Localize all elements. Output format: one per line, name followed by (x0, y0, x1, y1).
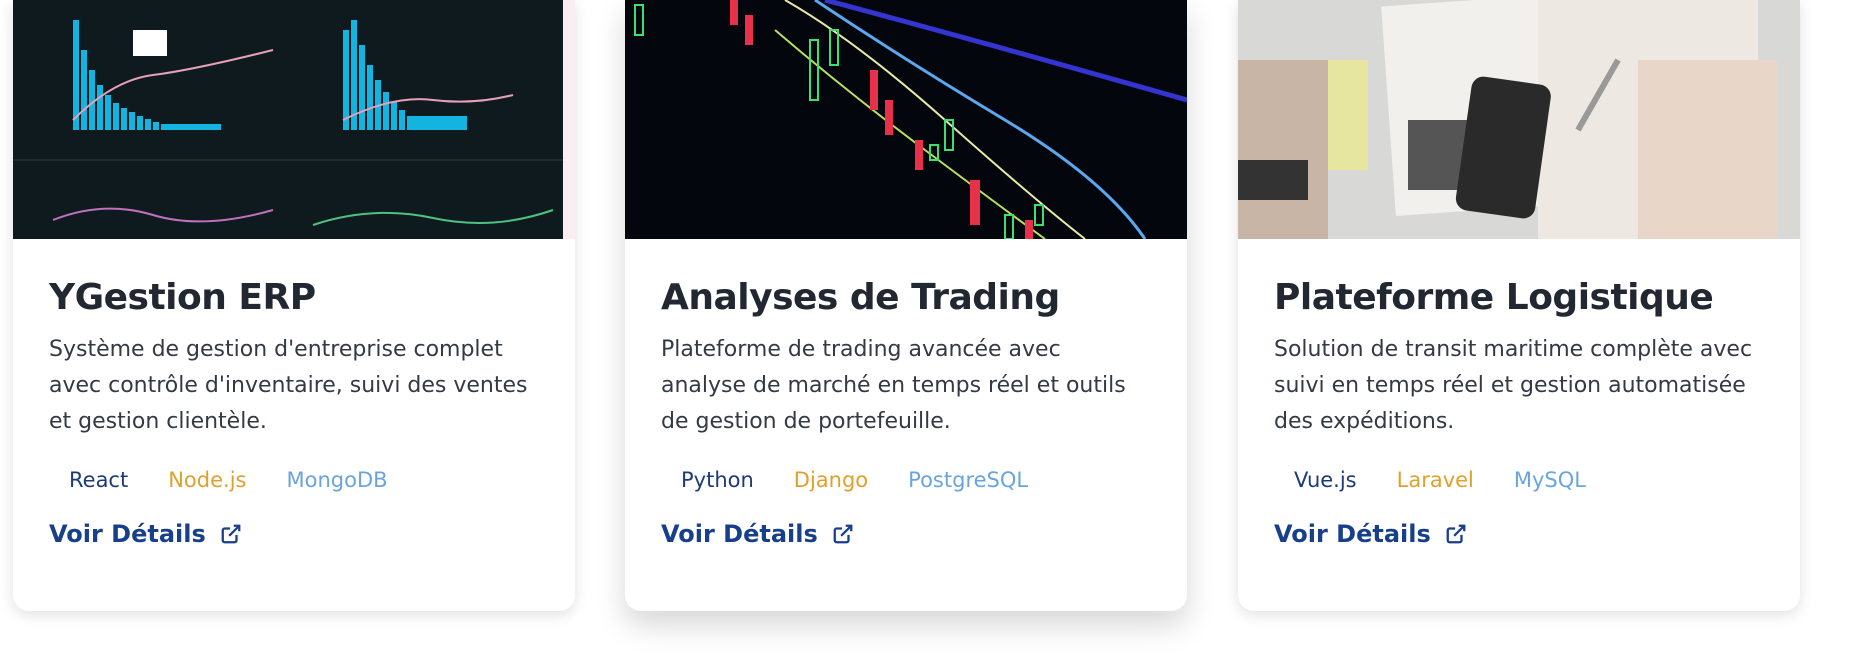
card-description: Plateforme de trading avancée avec analy… (661, 337, 1126, 434)
external-icon (833, 524, 853, 544)
link-text[interactable]: Voir Détails (49, 520, 206, 548)
tech-tag: MongoDB (286, 468, 388, 492)
tech-tag: Node.js (168, 468, 247, 492)
tech-tag: Python (681, 468, 754, 492)
project-card: Analyses de Trading Plateforme de tradin… (625, 0, 1187, 611)
card-title: YGestion ERP (49, 277, 316, 318)
project-image (625, 0, 1187, 239)
link-text[interactable]: Voir Détails (661, 520, 818, 548)
project-card: Plateforme Logistique Solution de transi… (1238, 0, 1800, 611)
project-card: YGestion ERP Système de gestion d'entrep… (13, 0, 575, 611)
tech-tag: MySQL (1513, 468, 1586, 492)
tech-tag: Laravel (1396, 468, 1474, 492)
card-title: Analyses de Trading (661, 277, 1060, 318)
card-description: Solution de transit maritime complète av… (1274, 337, 1753, 434)
tech-tag: Django (793, 468, 869, 492)
project-image (13, 0, 575, 239)
tech-tag: Vue.js (1294, 468, 1357, 492)
details-link[interactable]: Voir Détails (661, 520, 854, 548)
card-title: Plateforme Logistique (1274, 277, 1714, 318)
card-description: Système de gestion d'entreprise complet … (49, 337, 528, 434)
external-icon (1446, 524, 1466, 544)
tech-tag: PostgreSQL (908, 468, 1029, 492)
tech-tag: React (69, 468, 129, 492)
details-link[interactable]: Voir Détails (49, 520, 242, 548)
project-image (1238, 0, 1800, 239)
details-link[interactable]: Voir Détails (1274, 520, 1467, 548)
external-icon (221, 524, 241, 544)
link-text[interactable]: Voir Détails (1274, 520, 1431, 548)
